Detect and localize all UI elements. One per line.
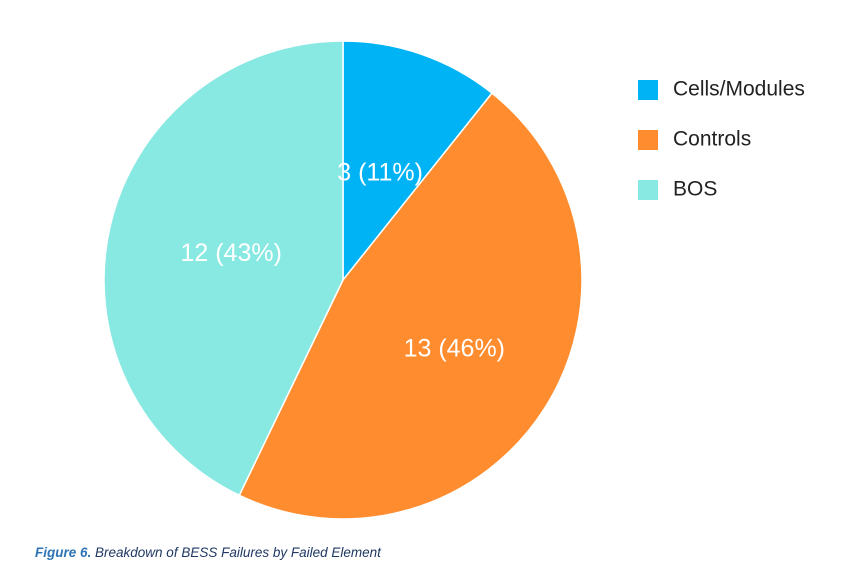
slice-value-label: 3 (11%) (337, 159, 423, 187)
pie-slice-bos (103, 40, 344, 497)
slice-value-label: 13 (46%) (404, 335, 505, 363)
legend-swatch (638, 180, 658, 200)
pie-slices (103, 40, 583, 520)
legend-swatch (638, 130, 658, 150)
legend-label: BOS (673, 178, 717, 201)
figure-caption: Figure 6. Breakdown of BESS Failures by … (35, 545, 381, 560)
pie-slice-controls (238, 92, 583, 520)
legend-label: Cells/Modules (673, 78, 805, 101)
legend-swatch (638, 80, 658, 100)
legend: Cells/Modules Controls BOS (638, 78, 805, 201)
figure-label: Figure 6. (35, 545, 92, 560)
slice-value-label: 12 (43%) (180, 239, 281, 267)
caption-text: Breakdown of BESS Failures by Failed Ele… (91, 545, 381, 560)
pie-slice-cells-modules (342, 40, 493, 281)
pie-slice-labels: 3 (11%) 13 (46%) 12 (43%) (180, 159, 505, 363)
legend-label: Controls (673, 128, 751, 151)
